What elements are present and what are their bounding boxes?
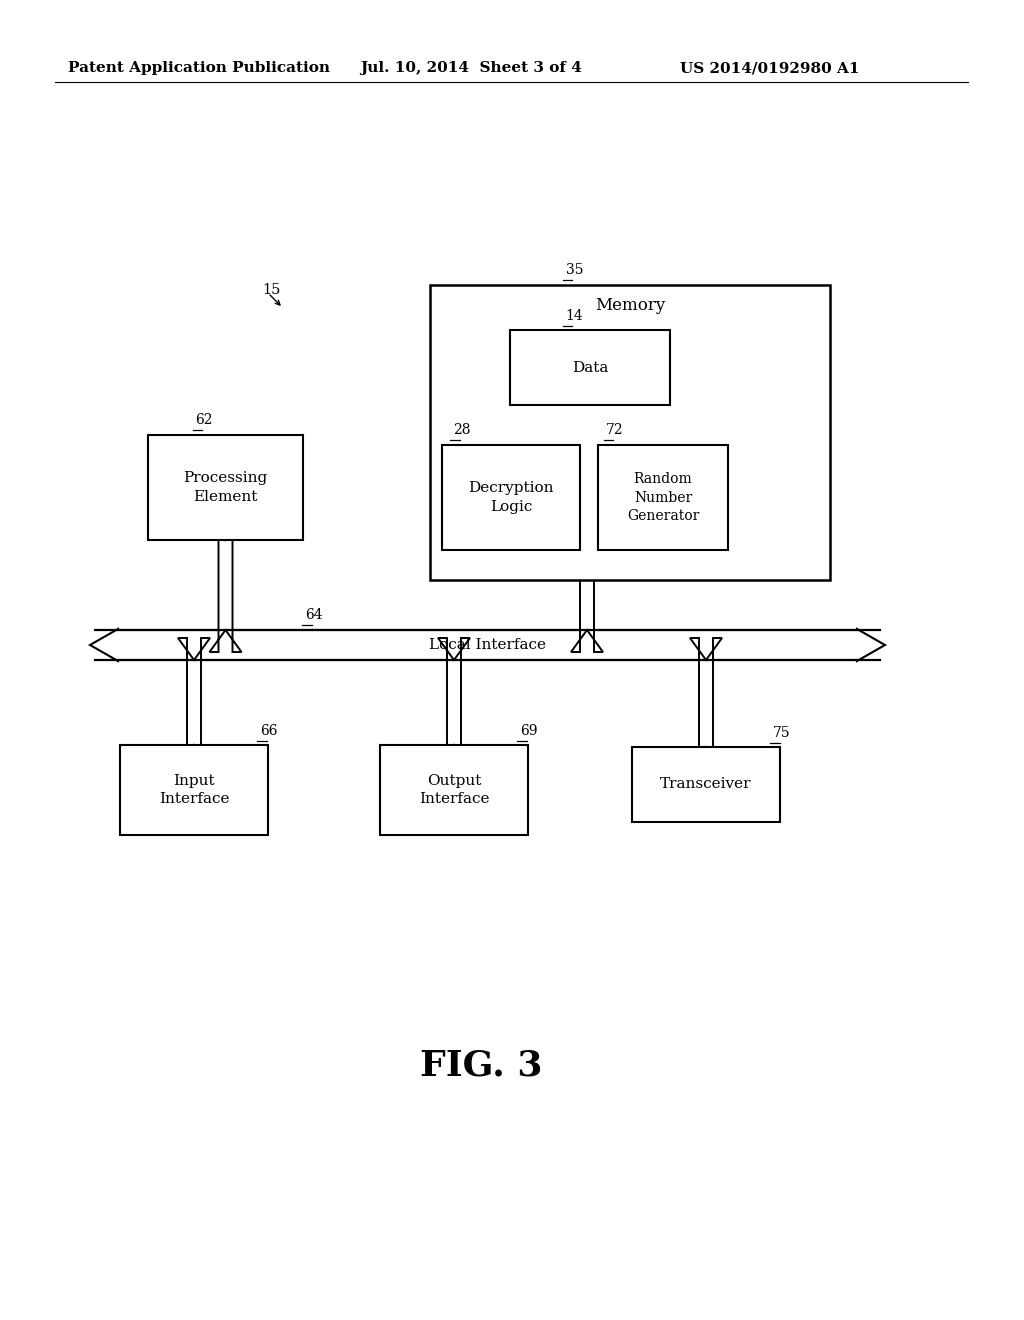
Text: 64: 64 xyxy=(305,609,323,622)
Text: Processing
Element: Processing Element xyxy=(183,471,267,504)
Bar xyxy=(442,445,580,550)
Polygon shape xyxy=(438,638,470,767)
Text: Patent Application Publication: Patent Application Publication xyxy=(68,61,330,75)
Text: 14: 14 xyxy=(565,309,583,323)
Text: Data: Data xyxy=(571,360,608,375)
Bar xyxy=(598,445,728,550)
Text: Local Interface: Local Interface xyxy=(429,638,546,652)
Text: Transceiver: Transceiver xyxy=(660,777,752,792)
Polygon shape xyxy=(571,528,603,652)
Bar xyxy=(510,330,670,405)
Polygon shape xyxy=(210,517,242,652)
Text: 69: 69 xyxy=(520,723,538,738)
Text: 35: 35 xyxy=(566,263,584,277)
Text: US 2014/0192980 A1: US 2014/0192980 A1 xyxy=(680,61,859,75)
Text: 62: 62 xyxy=(195,413,213,426)
Text: 66: 66 xyxy=(260,723,278,738)
Polygon shape xyxy=(90,630,885,661)
Bar xyxy=(120,744,268,836)
Text: Decryption
Logic: Decryption Logic xyxy=(468,482,554,513)
Text: Input
Interface: Input Interface xyxy=(159,774,229,807)
Text: 72: 72 xyxy=(606,422,624,437)
Text: Random
Number
Generator: Random Number Generator xyxy=(627,473,699,523)
Text: 75: 75 xyxy=(773,726,791,741)
Bar xyxy=(430,285,830,579)
Bar xyxy=(380,744,528,836)
Text: FIG. 3: FIG. 3 xyxy=(420,1048,543,1082)
Text: 15: 15 xyxy=(262,282,281,297)
Bar xyxy=(148,436,303,540)
Text: Jul. 10, 2014  Sheet 3 of 4: Jul. 10, 2014 Sheet 3 of 4 xyxy=(360,61,582,75)
Bar xyxy=(632,747,780,822)
Polygon shape xyxy=(178,638,210,767)
Text: Output
Interface: Output Interface xyxy=(419,774,489,807)
Text: 28: 28 xyxy=(453,422,470,437)
Polygon shape xyxy=(690,638,722,770)
Text: Memory: Memory xyxy=(595,297,666,314)
